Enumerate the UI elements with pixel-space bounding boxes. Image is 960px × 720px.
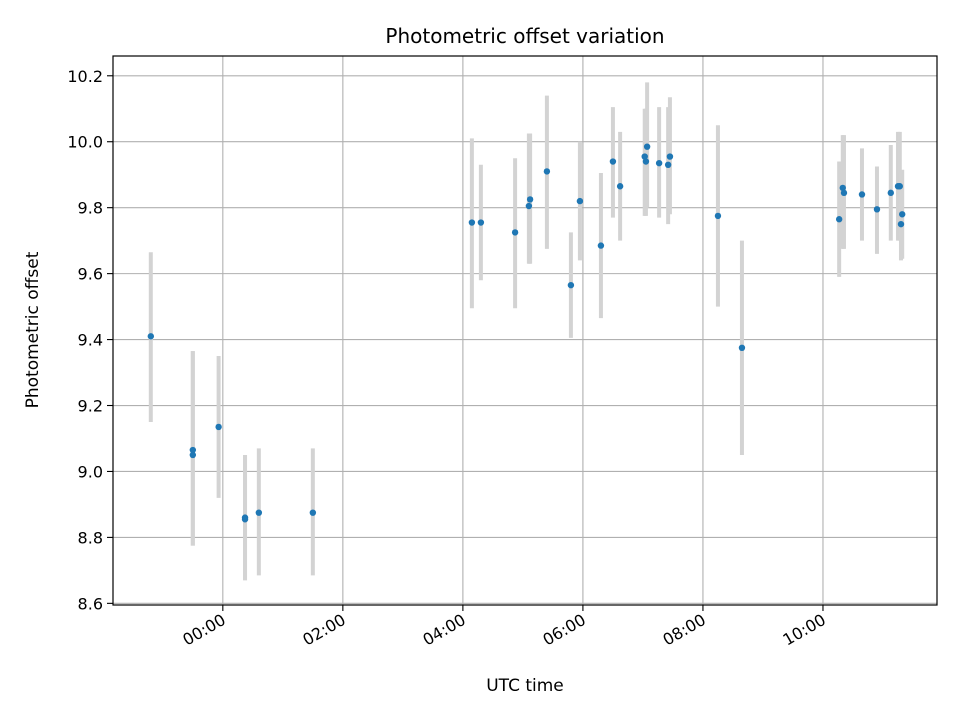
data-point [526, 196, 534, 203]
data-point [255, 509, 263, 516]
data-point [616, 183, 624, 190]
data-point [525, 202, 533, 210]
data-point [477, 219, 485, 226]
data-point [839, 184, 846, 192]
data-point [714, 212, 722, 220]
data-point [567, 281, 575, 289]
data-point [896, 183, 903, 190]
data-point [655, 159, 663, 167]
data-point [643, 143, 651, 150]
data-point [189, 446, 197, 454]
y-tick-label: 8.8 [78, 528, 103, 547]
x-axis-label: UTC time [486, 676, 564, 696]
data-point [641, 153, 648, 160]
y-tick-label: 10.0 [67, 133, 103, 152]
data-point [511, 229, 519, 236]
y-tick-label: 9.0 [78, 462, 103, 481]
data-point [147, 333, 155, 340]
y-axis-label: Photometric offset [23, 251, 43, 408]
data-point [215, 423, 222, 431]
data-point [597, 242, 605, 249]
data-point [873, 206, 881, 213]
data-point [858, 191, 866, 198]
data-points [147, 143, 906, 523]
data-point [309, 509, 317, 516]
data-point [543, 168, 551, 175]
data-point [642, 158, 650, 165]
data-point [609, 158, 617, 165]
data-point [666, 153, 674, 160]
data-point [241, 516, 249, 523]
data-point [189, 451, 197, 459]
data-point [897, 220, 905, 228]
y-tick-label: 10.2 [67, 67, 103, 86]
chart-title: Photometric offset variation [385, 24, 664, 48]
y-tick-label: 9.6 [78, 265, 103, 284]
y-tick-label: 9.2 [78, 397, 103, 416]
y-axis-ticks: 8.6 8.8 9.0 9.2 9.4 9.6 9.8 10.0 10.2 [67, 67, 113, 613]
data-point [664, 161, 672, 169]
data-point [887, 189, 894, 197]
data-point [835, 216, 843, 223]
data-point [898, 211, 906, 218]
y-tick-label: 9.4 [78, 331, 103, 350]
data-point [468, 219, 476, 226]
y-tick-label: 9.8 [78, 199, 103, 218]
data-point [576, 197, 584, 205]
y-tick-label: 8.6 [78, 594, 103, 613]
data-point [738, 344, 746, 352]
plot-frame [112, 55, 938, 606]
data-point [840, 189, 848, 197]
grid [113, 56, 937, 605]
